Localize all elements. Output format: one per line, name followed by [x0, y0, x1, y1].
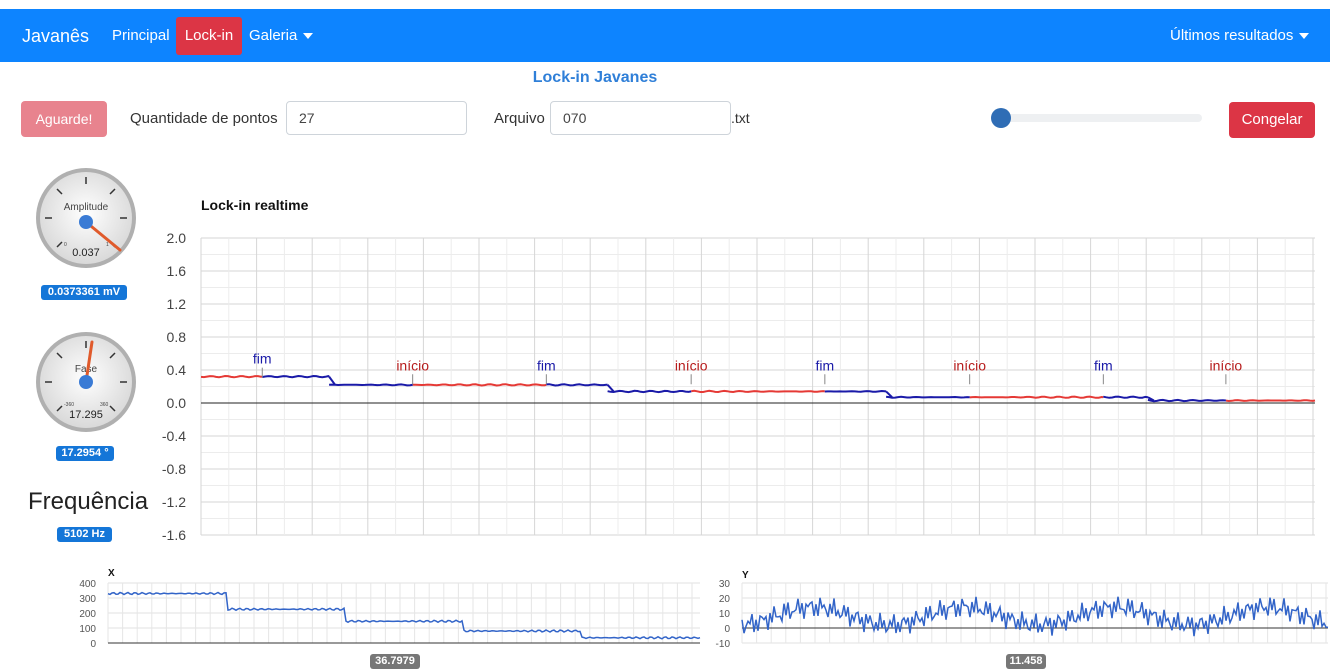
series-step [885, 390, 893, 398]
y-tick-label: 0.0 [167, 395, 187, 411]
series-segment [412, 383, 547, 387]
wait-button[interactable]: Aguarde! [21, 101, 107, 137]
slider-track[interactable] [996, 114, 1202, 122]
y-chart: Y 30 20 10 0 -10 [716, 570, 1329, 648]
y-tick-label: 0.8 [167, 329, 187, 345]
y-tick-label: -0.8 [162, 461, 186, 477]
y-tick-label: 200 [79, 609, 96, 620]
annotation-label: fim [816, 357, 835, 373]
top-navbar: Javanês Principal Lock-in Galeria Último… [0, 9, 1330, 62]
brand-link[interactable]: Javanês [22, 26, 90, 46]
nav-lockin[interactable]: Lock-in [176, 17, 242, 55]
frequency-badge: 5102 Hz [57, 527, 112, 542]
x-chart-title: X [108, 568, 115, 579]
y-tick-label: 300 [79, 594, 96, 605]
series-segment [546, 383, 608, 387]
y-tick-label: 0.4 [167, 362, 187, 378]
file-input[interactable]: 070 [550, 101, 731, 135]
series-segment [1103, 395, 1149, 399]
nav-last-results[interactable]: Últimos resultados [1170, 27, 1310, 44]
phase-gauge-max: 360 [100, 402, 109, 408]
y-tick-label: 10 [719, 609, 731, 620]
chevron-down-icon [1299, 33, 1310, 40]
series-segment [200, 374, 263, 379]
y-tick-label: -0.4 [162, 428, 186, 444]
phase-gauge-value: 17.295 [69, 409, 103, 421]
amplitude-gauge: Amplitude 0 1 0.037 [36, 168, 136, 268]
annotation-label: início [675, 357, 708, 373]
y-tick-label: -1.6 [162, 527, 186, 543]
x-chart: X 400 300 200 100 0 [79, 568, 701, 648]
series-line [741, 596, 1329, 637]
series-segment [607, 389, 692, 394]
amplitude-gauge-max: 1 [106, 242, 109, 248]
series-segment [329, 383, 413, 387]
series-step [1147, 396, 1155, 402]
y-tick-label: -10 [716, 639, 731, 648]
nav-galeria[interactable]: Galeria [249, 27, 314, 44]
y-tick-label: 20 [719, 594, 731, 605]
series-segment [1225, 399, 1316, 403]
x-value-badge: 36.7979 [370, 654, 420, 669]
series-segment [824, 389, 887, 393]
frequency-heading: Frequência [28, 488, 149, 515]
amplitude-gauge-min: 0 [64, 242, 67, 248]
nav-last-results-label: Últimos resultados [1170, 27, 1294, 44]
file-extension: .txt [731, 110, 750, 126]
y-tick-label: -1.2 [162, 494, 186, 510]
points-label: Quantidade de pontos [130, 110, 278, 127]
series-segment [1147, 398, 1226, 403]
y-tick-label: 0 [90, 639, 96, 648]
annotation-label: início [1210, 357, 1243, 373]
amplitude-badge: 0.0373361 mV [41, 285, 127, 300]
nav-galeria-label: Galeria [249, 27, 298, 44]
lockin-realtime-chart: Lock-in realtime 2.0 1.6 1.2 0.8 0.4 0.0 -0.4 -… [162, 197, 1316, 543]
series-line [107, 591, 701, 640]
y-chart-title: Y [742, 570, 749, 581]
y-tick-label: 100 [79, 624, 96, 635]
series-step [328, 376, 336, 386]
annotation-label: início [953, 357, 986, 373]
series-step [606, 384, 615, 393]
amplitude-gauge-label: Amplitude [64, 202, 109, 213]
series-segment [969, 395, 1104, 399]
annotation-label: início [396, 357, 429, 373]
page-title: Lock-in Javanes [532, 69, 658, 86]
y-tick-label: 30 [719, 579, 731, 590]
series-segment [262, 374, 330, 379]
amplitude-gauge-value: 0.037 [72, 247, 100, 259]
slider-thumb[interactable] [991, 108, 1011, 128]
freeze-button[interactable]: Congelar [1229, 102, 1315, 138]
file-label: Arquivo [494, 110, 545, 127]
annotation-label: fim [253, 351, 272, 367]
y-value-badge: 11.458 [1006, 654, 1046, 669]
y-tick-label: 0 [724, 624, 730, 635]
y-tick-label: 400 [79, 579, 96, 590]
phase-gauge-label: Fase [75, 364, 98, 375]
chart-title: Lock-in realtime [201, 197, 309, 213]
annotation-label: fim [537, 357, 556, 373]
series-segment [691, 389, 825, 394]
annotation-label: fim [1094, 357, 1113, 373]
phase-badge: 17.2954 ° [56, 446, 114, 461]
nav-principal[interactable]: Principal [112, 27, 170, 44]
chevron-down-icon [303, 33, 314, 40]
phase-gauge-min: -360 [64, 402, 74, 408]
phase-gauge: Fase -360 360 17.295 [36, 332, 136, 432]
y-tick-label: 1.2 [167, 296, 187, 312]
series-segment [885, 395, 970, 399]
points-input[interactable]: 27 [286, 101, 467, 135]
y-tick-label: 2.0 [167, 230, 187, 246]
y-tick-label: 1.6 [167, 263, 187, 279]
